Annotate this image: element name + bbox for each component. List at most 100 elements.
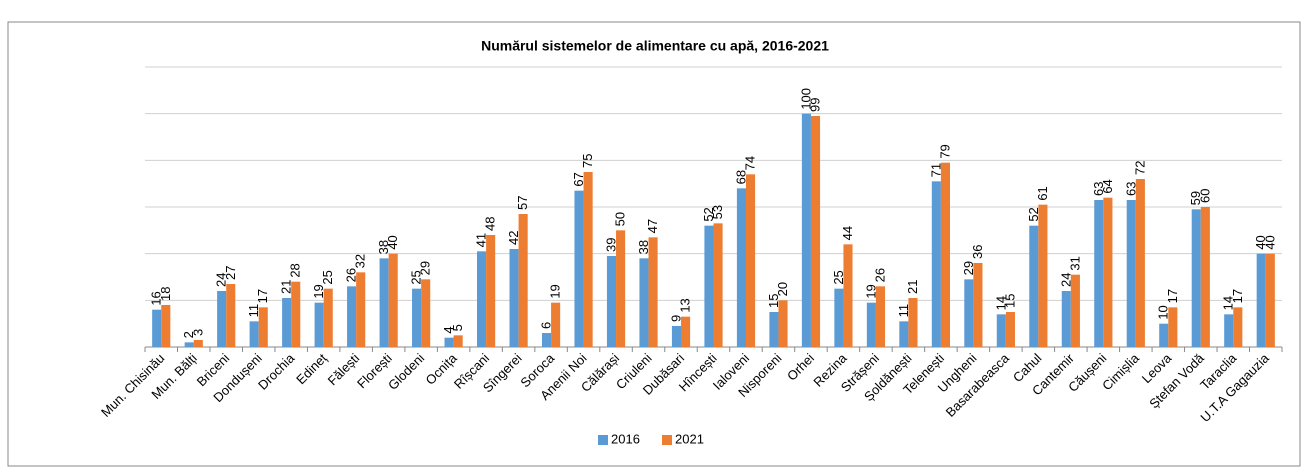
data-label: 59 [1188,191,1203,205]
data-label: 38 [636,240,651,254]
bar [444,337,454,347]
bar [1126,200,1136,347]
bar [314,302,324,347]
bar [551,302,561,347]
bar [810,116,821,347]
data-label: 26 [344,268,359,282]
bar [1191,209,1201,347]
data-label: 29 [961,261,976,275]
bar [973,263,983,347]
bar [931,181,941,347]
data-label: 99 [808,98,823,112]
data-label: 47 [645,219,660,233]
bar [801,113,811,348]
data-label: 3 [190,329,205,336]
bar [834,288,844,347]
data-label: 41 [474,233,489,247]
bar [713,223,723,347]
bar [1094,200,1104,347]
bar [421,279,431,347]
bar [616,230,626,347]
data-label: 40 [1253,235,1268,249]
bar [671,326,682,347]
bar [226,284,236,347]
bar [249,321,259,347]
data-label: 38 [376,240,391,254]
data-label: 53 [710,205,725,219]
bar [1168,307,1178,347]
bar [899,321,909,347]
bar [379,258,389,347]
bar [518,214,528,347]
legend-label: 2016 [611,431,640,446]
bar [282,298,292,347]
bar [453,335,463,347]
data-label: 19 [548,284,563,298]
data-label: 17 [1165,289,1180,303]
bar [477,251,487,347]
data-label: 100 [798,88,813,110]
bar [778,300,788,347]
data-label: 44 [840,226,855,240]
bar [1038,204,1048,347]
data-label: 11 [246,304,261,318]
data-label: 68 [733,170,748,184]
bar [1159,323,1169,347]
data-label: 16 [149,291,164,305]
data-label: 32 [353,254,368,268]
data-label: 52 [701,207,716,221]
data-label: 14 [1221,296,1236,310]
data-label: 40 [385,235,400,249]
data-label: 27 [223,266,238,280]
bar [509,249,519,347]
data-label: 21 [905,280,920,294]
data-label: 25 [409,270,424,284]
data-label: 18 [158,287,173,301]
bar [964,279,974,347]
data-label: 20 [775,282,790,296]
data-label: 31 [1067,256,1082,270]
bar [875,286,886,347]
bar [1224,314,1234,347]
bar [1233,307,1243,347]
bar [866,302,876,347]
data-label: 9 [668,315,683,322]
data-label: 64 [1100,179,1115,193]
data-label: 28 [288,263,303,277]
data-label: 19 [863,284,878,298]
data-label: 13 [678,298,693,312]
data-label: 29 [418,261,433,275]
data-label: 79 [937,144,952,158]
bar [541,333,552,347]
data-label: 75 [580,154,595,168]
data-label: 48 [483,217,498,231]
bar [1256,253,1266,347]
bar [940,162,950,347]
bar [388,253,398,347]
data-label: 14 [993,296,1008,310]
data-label: 21 [279,280,294,294]
bar [583,172,593,347]
data-label: 42 [506,231,521,245]
bar [736,188,746,347]
data-label: 24 [214,273,229,287]
data-label: 26 [872,268,887,282]
bar [412,288,422,347]
bar [291,281,301,347]
bar [347,286,357,347]
bar [184,342,194,347]
data-label: 61 [1035,186,1050,200]
data-label: 15 [766,294,781,308]
bar [681,316,691,347]
bar [193,340,203,347]
legend-label: 2021 [675,431,704,446]
data-label: 67 [571,172,586,186]
data-label: 19 [311,284,326,298]
bar [1005,312,1015,347]
data-label: 2 [181,331,196,338]
bar [161,305,171,347]
bar [1103,197,1113,347]
bar [639,258,649,347]
data-label: 11 [896,304,911,318]
